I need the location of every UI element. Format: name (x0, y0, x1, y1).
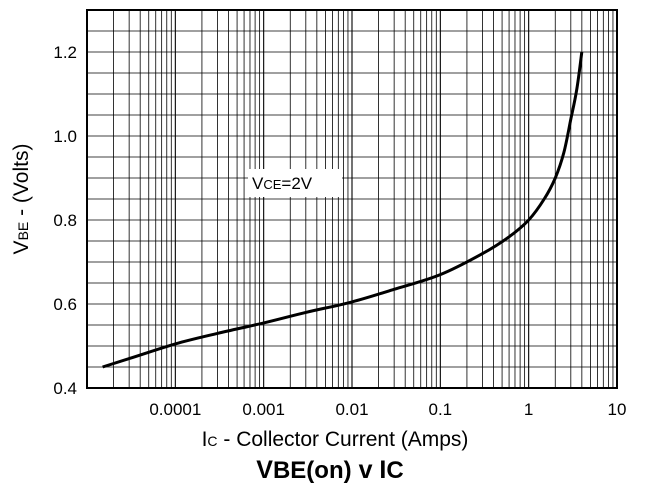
grid (86, 10, 617, 388)
y-tick-label: 1.0 (53, 127, 77, 146)
vce-annotation: VCE=2V (248, 169, 342, 197)
y-tick-label: 1.2 (53, 43, 77, 62)
svg-text:VCE=2V: VCE=2V (252, 174, 313, 193)
y-tick-label: 0.6 (53, 295, 77, 314)
plot-frame (86, 9, 618, 389)
annotation-main: V (252, 174, 264, 193)
y-tick-labels: 0.4 0.6 0.8 1.0 1.2 (53, 43, 77, 398)
annotation-sub: CE (263, 177, 281, 192)
x-tick-labels: 0.0001 0.001 0.01 0.1 1 10 (149, 400, 626, 419)
x-tick-label: 0.0001 (149, 400, 201, 419)
y-tick-label: 0.4 (53, 379, 77, 398)
y-axis-label: VBE - (Volts) (10, 144, 33, 255)
x-axis-label: IC - Collector Current (Amps) (202, 428, 469, 451)
y-tick-label: 0.8 (53, 211, 77, 230)
annotation-rest: =2V (281, 174, 312, 193)
x-tick-label: 10 (608, 400, 627, 419)
x-tick-label: 0.001 (242, 400, 285, 419)
x-tick-label: 0.01 (335, 400, 368, 419)
x-tick-label: 0.1 (429, 400, 453, 419)
vbe-curve (102, 51, 584, 369)
chart-title: VBE(on) v IC (256, 456, 403, 484)
x-tick-label: 1 (524, 400, 533, 419)
series-layer (102, 51, 584, 369)
